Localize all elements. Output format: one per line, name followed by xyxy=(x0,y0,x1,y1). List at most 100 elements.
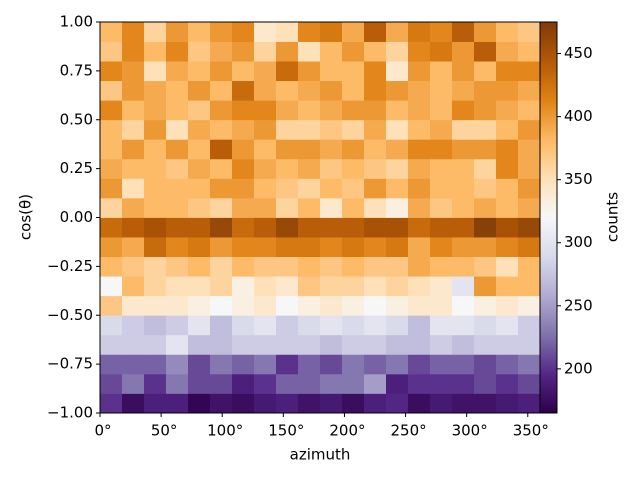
heatmap-cell xyxy=(320,217,343,238)
heatmap-cell xyxy=(496,22,519,42)
y-tick-label: 0.75 xyxy=(60,61,93,79)
heatmap-cell xyxy=(342,393,365,414)
heatmap-cell xyxy=(474,276,497,297)
heatmap-cell xyxy=(364,119,387,140)
heatmap-cell xyxy=(100,256,123,277)
heatmap-cell xyxy=(474,256,497,277)
heatmap-cell xyxy=(342,373,365,394)
heatmap-cell xyxy=(276,139,299,160)
heatmap-cell xyxy=(430,119,453,140)
heatmap-cell xyxy=(276,373,299,394)
heatmap-cell xyxy=(474,354,497,375)
heatmap-cell xyxy=(188,237,211,257)
heatmap-cell xyxy=(496,80,519,101)
heatmap-cell xyxy=(408,295,431,316)
heatmap-cell xyxy=(188,197,211,218)
heatmap-cell xyxy=(188,158,211,179)
heatmap-cell xyxy=(496,178,519,199)
heatmap-cell xyxy=(474,217,497,238)
heatmap-cell xyxy=(496,354,519,375)
heatmap-cell xyxy=(518,61,541,82)
heatmap-cell xyxy=(518,373,541,394)
heatmap-cell xyxy=(386,197,409,218)
heatmap-cell xyxy=(364,237,387,257)
heatmap-cell xyxy=(144,139,167,160)
heatmap-cell xyxy=(210,237,233,257)
heatmap-cell xyxy=(518,119,541,140)
heatmap-cell xyxy=(100,119,123,140)
heatmap-cell xyxy=(364,41,387,62)
heatmap-cell xyxy=(452,22,475,42)
heatmap-cell xyxy=(254,197,277,218)
heatmap-cell xyxy=(210,295,233,316)
heatmap-cell xyxy=(210,178,233,199)
heatmap-cell xyxy=(496,276,519,297)
heatmap-cell xyxy=(254,22,277,42)
heatmap-cell xyxy=(188,276,211,297)
heatmap-cell xyxy=(430,178,453,199)
y-tick-label: −0.75 xyxy=(47,355,93,373)
heatmap-cell xyxy=(254,393,277,414)
heatmap-cell xyxy=(276,276,299,297)
heatmap-cell xyxy=(386,119,409,140)
heatmap-cell xyxy=(452,373,475,394)
heatmap-cell xyxy=(408,139,431,160)
heatmap-cell xyxy=(320,334,343,355)
heatmap-cell xyxy=(386,139,409,160)
heatmap-cell xyxy=(320,80,343,101)
heatmap-cell xyxy=(144,334,167,355)
heatmap-cell xyxy=(364,393,387,414)
heatmap-cell xyxy=(298,61,321,82)
heatmap-cell xyxy=(320,373,343,394)
heatmap-cell xyxy=(430,295,453,316)
heatmap-cell xyxy=(254,158,277,179)
heatmap-cell xyxy=(430,334,453,355)
heatmap-cell xyxy=(386,373,409,394)
heatmap-cell xyxy=(166,61,189,82)
heatmap-cell xyxy=(342,197,365,218)
colorbar-tick-label: 300 xyxy=(564,233,593,251)
heatmap-cell xyxy=(254,41,277,62)
heatmap-cell xyxy=(166,100,189,121)
heatmap-cell xyxy=(430,276,453,297)
heatmap-cell xyxy=(386,100,409,121)
heatmap-cell xyxy=(122,119,145,140)
colorbar-tick-label: 250 xyxy=(564,296,593,314)
heatmap-cell xyxy=(386,276,409,297)
heatmap-cell xyxy=(452,256,475,277)
heatmap-cell xyxy=(430,22,453,42)
heatmap-cell xyxy=(430,315,453,336)
heatmap-cell xyxy=(320,119,343,140)
heatmap-cell xyxy=(474,41,497,62)
heatmap-cell xyxy=(122,295,145,316)
heatmap-cell xyxy=(144,315,167,336)
heatmap-cell xyxy=(408,237,431,257)
heatmap-cell xyxy=(474,393,497,414)
heatmap-cell xyxy=(144,100,167,121)
y-tick-label: 0.50 xyxy=(60,110,93,128)
heatmap-cell xyxy=(364,334,387,355)
heatmap-cell xyxy=(342,334,365,355)
heatmap-cell xyxy=(232,256,255,277)
heatmap-cell xyxy=(298,237,321,257)
heatmap-cell xyxy=(430,158,453,179)
heatmap-cell xyxy=(452,315,475,336)
heatmap-cell xyxy=(430,41,453,62)
heatmap-cell xyxy=(298,197,321,218)
heatmap-cell xyxy=(210,197,233,218)
heatmap-cell xyxy=(518,237,541,257)
heatmap-cell xyxy=(298,178,321,199)
heatmap-cell xyxy=(342,100,365,121)
heatmap-cell xyxy=(122,256,145,277)
heatmap-cell xyxy=(166,41,189,62)
heatmap-cell xyxy=(254,373,277,394)
heatmap-cell xyxy=(232,373,255,394)
heatmap-cell xyxy=(276,41,299,62)
heatmap-cell xyxy=(210,334,233,355)
heatmap-cell xyxy=(474,22,497,42)
heatmap-cell xyxy=(188,100,211,121)
heatmap-cell xyxy=(430,217,453,238)
heatmap-cell xyxy=(496,139,519,160)
heatmap-cell xyxy=(386,295,409,316)
